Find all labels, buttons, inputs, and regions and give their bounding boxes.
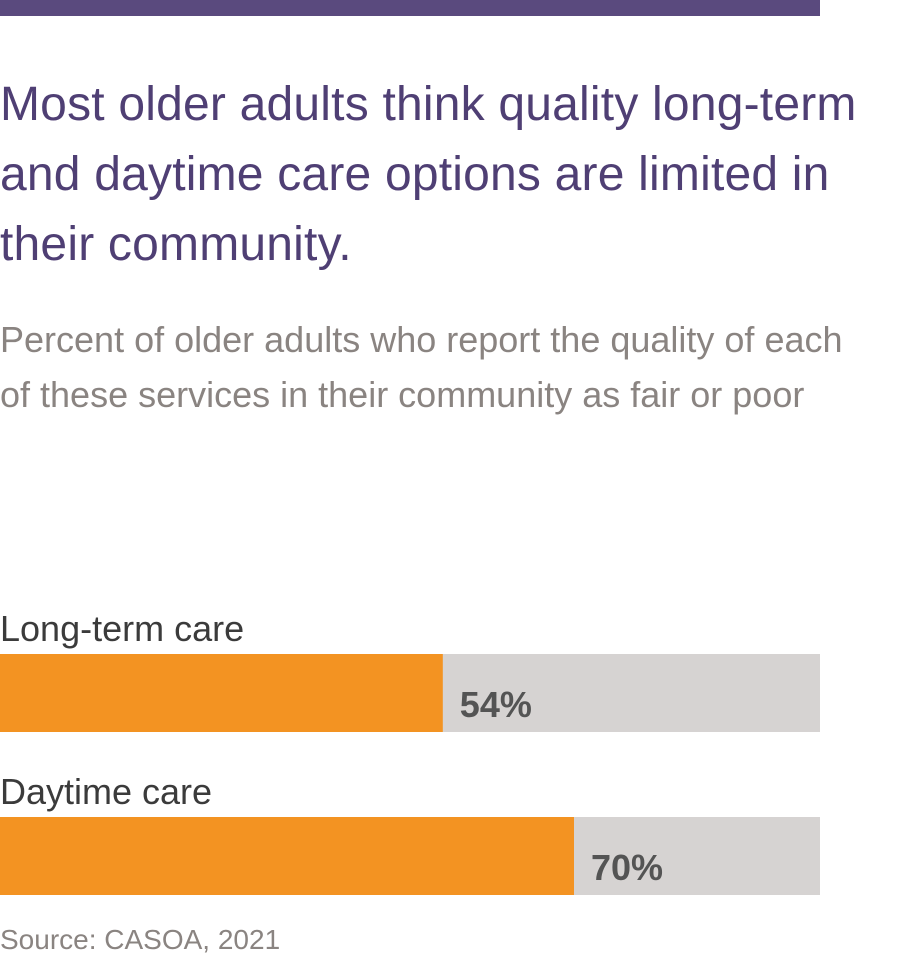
header-accent-bar: [0, 0, 820, 16]
bar-chart: Long-term care 54% Daytime care 70%: [0, 608, 820, 895]
value-label-long-term-care: 54%: [460, 684, 532, 725]
bar-daytime-care: [0, 817, 574, 895]
category-label-long-term-care: Long-term care: [0, 608, 244, 649]
chart-subtitle: Percent of older adults who report the q…: [0, 319, 843, 415]
value-label-daytime-care: 70%: [591, 847, 663, 888]
category-label-daytime-care: Daytime care: [0, 771, 212, 812]
bar-long-term-care: [0, 654, 443, 732]
source-note: Source: CASOA, 2021: [0, 924, 281, 955]
chart-title: Most older adults think quality long-ter…: [0, 78, 857, 271]
